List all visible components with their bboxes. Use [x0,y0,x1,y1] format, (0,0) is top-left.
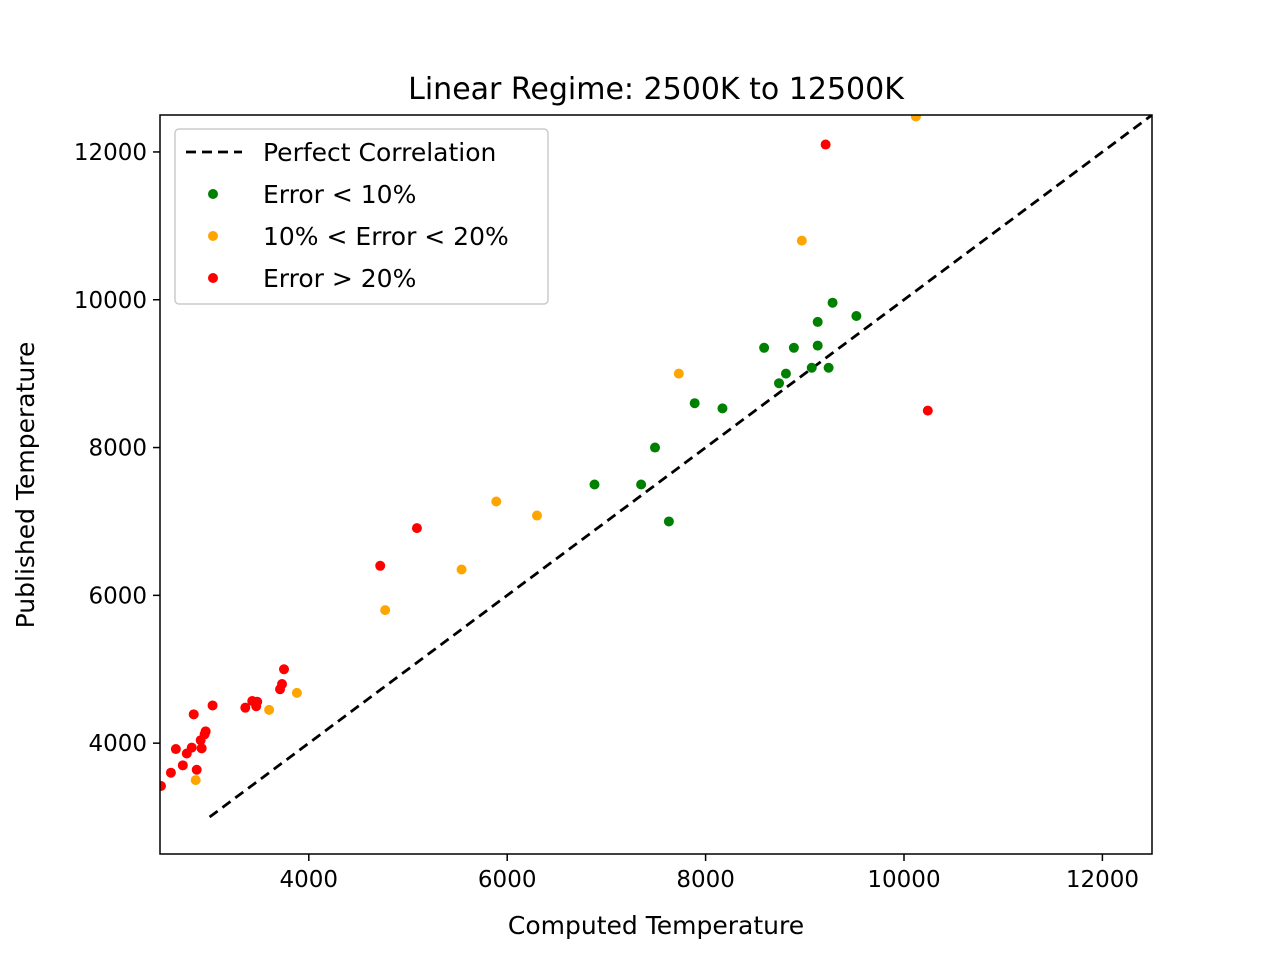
chart-title: Linear Regime: 2500K to 12500K [408,72,905,107]
point-2-12 [207,700,218,711]
point-0-6 [759,342,770,353]
y-axis-label: Published Temperature [11,342,40,629]
legend-entry-label: Error > 20% [263,264,416,293]
point-0-4 [689,398,700,409]
point-2-5 [186,742,197,753]
point-1-6 [531,510,542,521]
legend-box [174,128,549,305]
point-2-16 [252,696,263,707]
point-1-3 [380,605,391,616]
point-2-3 [177,760,188,771]
point-0-13 [823,362,834,373]
point-0-3 [663,516,674,527]
point-2-13 [240,702,251,713]
point-0-7 [774,378,785,389]
point-1-4 [456,564,467,575]
legend-entry-label: Perfect Correlation [263,138,496,167]
point-0-9 [788,342,799,353]
point-0-2 [650,442,661,453]
point-2-23 [922,405,933,416]
x-tick-label: 4000 [280,867,339,893]
perfect-correlation-line [208,115,1152,819]
y-tick-label: 10000 [74,288,147,314]
point-2-20 [375,560,386,571]
point-1-1 [264,704,275,715]
legend-dot-marker [208,273,218,283]
point-1-0 [190,775,201,786]
x-axis-label: Computed Temperature [508,911,804,940]
point-1-7 [673,368,684,379]
x-tick-label: 12000 [1066,867,1139,893]
point-0-10 [806,362,817,373]
point-2-2 [170,744,181,755]
point-2-19 [279,664,289,675]
y-tick-label: 12000 [74,140,147,166]
point-1-5 [491,496,502,507]
point-2-0 [160,781,166,792]
legend: Perfect Correlation Error < 10% 10% < Erro… [174,128,549,305]
point-2-11 [200,726,211,737]
point-0-12 [812,316,823,327]
series-1 [190,115,921,786]
legend-entry-label: 10% < Error < 20% [263,222,509,251]
point-2-18 [277,679,288,690]
point-0-0 [589,479,600,490]
y-tick-label: 8000 [88,436,147,462]
plot-frame [159,114,1153,855]
legend-dot-marker [208,189,218,199]
x-tick-label: 10000 [867,867,940,893]
y-axis-ticks: 4000 6000 8000 10000 12000 [74,140,160,757]
point-0-5 [717,403,728,414]
point-2-6 [188,709,199,720]
point-0-14 [827,297,838,308]
point-0-8 [780,368,791,379]
point-1-8 [796,235,807,246]
series-0 [589,297,862,527]
point-0-11 [812,340,823,351]
y-tick-label: 4000 [88,731,147,757]
point-2-22 [820,139,831,150]
y-tick-label: 6000 [88,583,147,609]
x-tick-label: 6000 [478,867,537,893]
point-0-1 [636,479,647,490]
series-2 [160,139,933,792]
point-0-15 [851,311,862,322]
x-tick-label: 8000 [676,867,735,893]
plot-marks [160,115,1152,819]
legend-dot-marker [208,231,218,241]
point-2-7 [191,764,202,775]
plot-area [160,115,1152,819]
point-1-9 [910,115,921,122]
legend-entry-label: Error < 10% [263,180,416,209]
point-1-2 [291,687,302,698]
point-2-9 [196,743,207,754]
point-2-1 [165,767,176,778]
x-axis-ticks: 4000 6000 8000 10000 12000 [280,854,1139,893]
point-2-21 [411,523,422,534]
